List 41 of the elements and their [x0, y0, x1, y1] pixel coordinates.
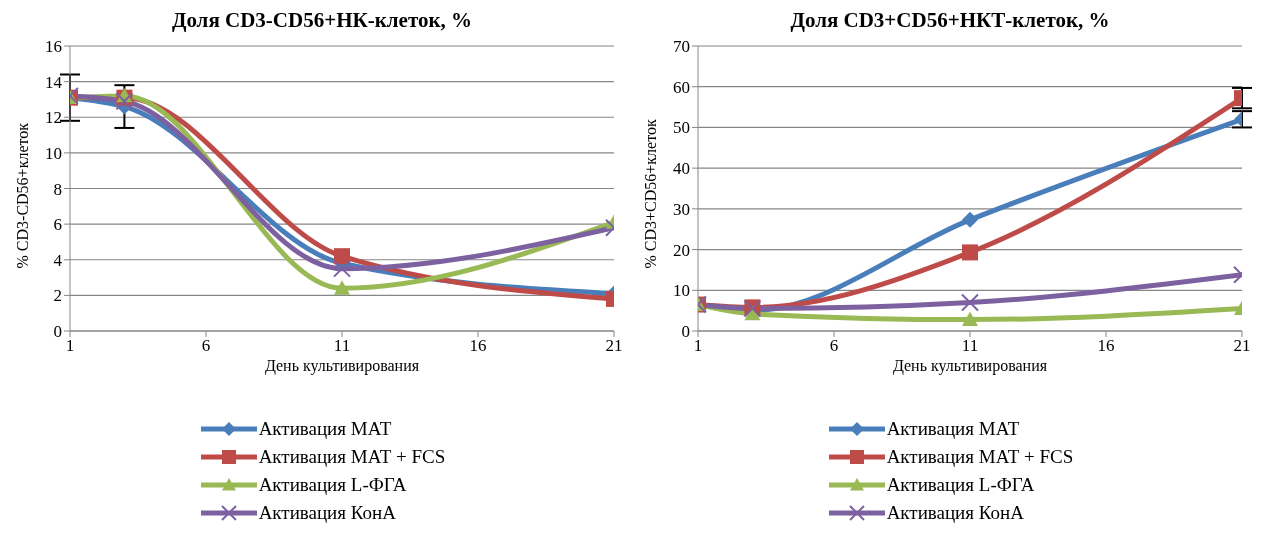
x-tick-label: 16: [469, 336, 487, 356]
y-tick-label: 40: [673, 159, 690, 179]
y-tick-label: 10: [45, 143, 62, 163]
legend-label: Активация МАТ + FCS: [258, 446, 446, 468]
x-axis-title: День культивирования: [264, 357, 420, 375]
y-tick-label: 14: [45, 72, 63, 92]
legend-label: Активация МАТ: [258, 418, 392, 440]
y-tick-label: 20: [673, 240, 690, 260]
legend-label: Активация КонА: [258, 502, 396, 524]
y-axis-title: % CD3+CD56+клеток: [641, 119, 659, 269]
y-axis-title: % CD3-CD56+клеток: [13, 122, 31, 269]
legend-label: Активация КонА: [886, 502, 1024, 524]
x-tick-label: 16: [1097, 336, 1115, 356]
x-tick-label: 1: [693, 336, 703, 356]
x-tick-label: 21: [1233, 336, 1251, 356]
y-tick-label: 0: [53, 322, 62, 342]
legend-label: Активация L-ФГА: [886, 474, 1035, 496]
chart-title: Доля CD3-CD56+НК-клеток, %: [170, 8, 474, 34]
y-tick-label: 6: [53, 215, 62, 235]
chart-title: Доля CD3+CD56+НКТ-клеток, %: [789, 8, 1111, 34]
legend-label: Активация МАТ: [886, 418, 1020, 440]
x-tick-label: 21: [605, 336, 623, 356]
y-tick-label: 50: [673, 118, 690, 138]
y-tick-label: 30: [673, 199, 690, 219]
y-tick-label: 8: [53, 179, 62, 199]
x-tick-label: 11: [961, 336, 979, 356]
y-tick-label: 12: [45, 108, 62, 128]
y-tick-label: 4: [53, 250, 63, 270]
y-tick-label: 70: [673, 37, 690, 57]
y-tick-label: 16: [45, 37, 62, 57]
x-axis-title: День культивирования: [892, 357, 1048, 375]
legend-label: Активация МАТ + FCS: [886, 446, 1074, 468]
y-tick-label: 10: [673, 281, 690, 301]
x-tick-label: 11: [333, 336, 351, 356]
x-tick-label: 6: [201, 336, 211, 356]
legend-label: Активация L-ФГА: [258, 474, 407, 496]
y-tick-label: 60: [673, 77, 690, 97]
y-tick-label: 0: [681, 322, 690, 342]
x-tick-label: 1: [65, 336, 75, 356]
y-tick-label: 2: [53, 286, 62, 306]
x-tick-label: 6: [829, 336, 839, 356]
